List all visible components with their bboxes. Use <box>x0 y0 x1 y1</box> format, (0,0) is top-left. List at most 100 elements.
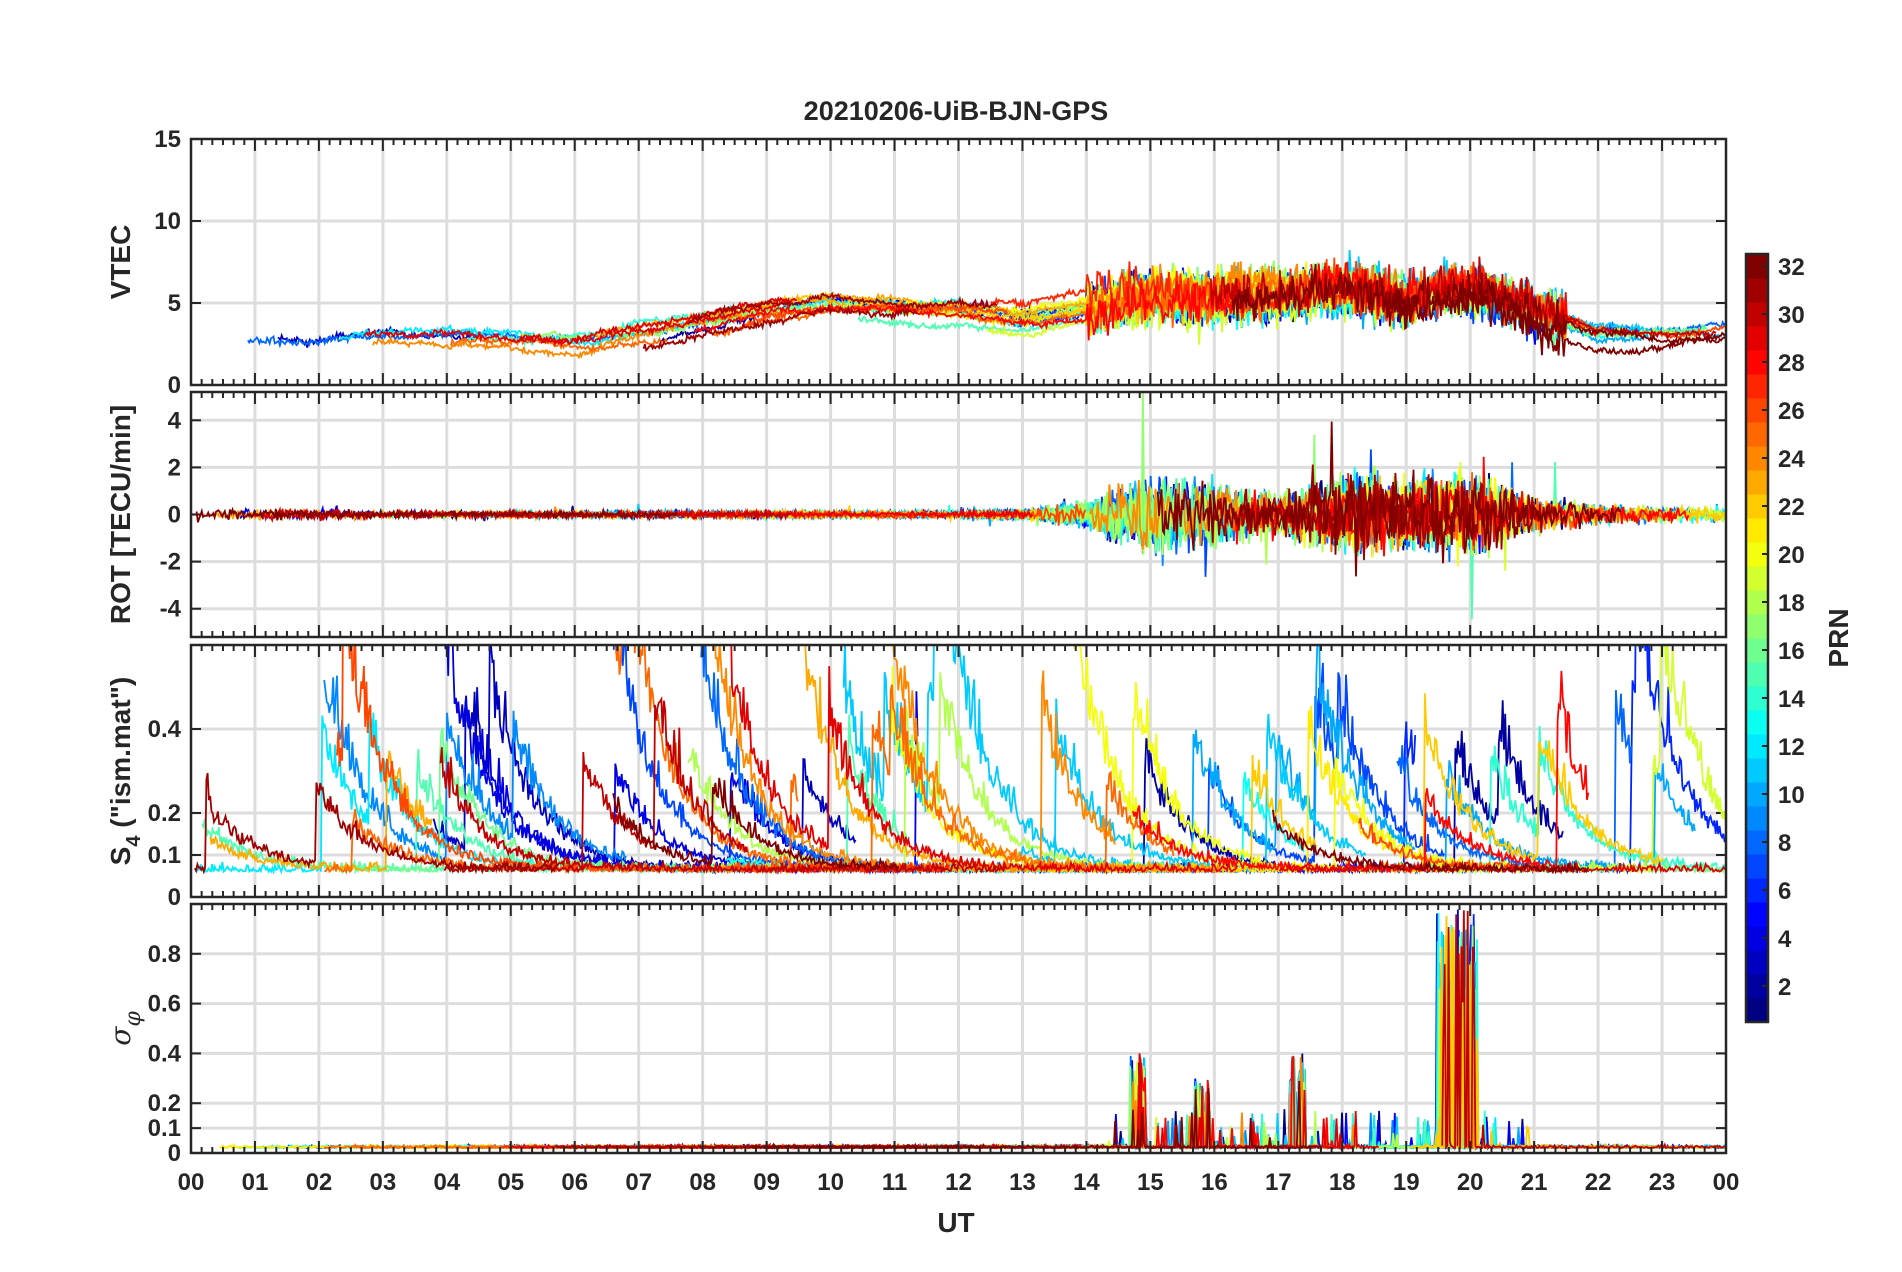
prn-31-line <box>193 772 559 875</box>
series-sigma_phi <box>219 909 1726 1152</box>
x-tick-label: 06 <box>561 1169 588 1196</box>
y-tick-label: 0.1 <box>148 1115 181 1142</box>
x-tick-label: 09 <box>753 1169 780 1196</box>
colorbar-bin <box>1746 878 1768 903</box>
colorbar-tick-label: 4 <box>1778 926 1792 953</box>
x-tick-label: 17 <box>1265 1169 1292 1196</box>
x-tick-label: 04 <box>433 1169 460 1196</box>
y-tick-label: 4 <box>168 407 182 434</box>
y-tick-label: 0 <box>168 372 181 399</box>
colorbar-tick-label: 30 <box>1778 302 1805 329</box>
colorbar-tick-label: 24 <box>1778 446 1805 473</box>
y-tick-label: 0.1 <box>148 842 181 869</box>
x-tick-label: 03 <box>370 1169 397 1196</box>
colorbar-bin <box>1746 422 1768 447</box>
colorbar-bin <box>1746 518 1768 543</box>
axes-frame <box>189 137 1728 387</box>
colorbar-bin <box>1746 278 1768 303</box>
colorbar-bin <box>1746 710 1768 735</box>
colorbar-bin <box>1746 494 1768 519</box>
colorbar-bin <box>1746 254 1768 279</box>
colorbar-bin <box>1746 734 1768 759</box>
y-tick-label: 0.2 <box>148 1090 181 1117</box>
prn-12-line <box>1240 931 1726 1151</box>
y-axis-label: VTEC <box>105 225 136 300</box>
x-tick-label: 13 <box>1009 1169 1036 1196</box>
colorbar-bin <box>1746 854 1768 879</box>
panel-rot: -4 -2 0 2 4 ROT [TECU/min] <box>105 390 1728 639</box>
prn-22-line <box>1375 693 1665 875</box>
prn-32-line <box>1272 809 1590 875</box>
y-tick-label: 0.4 <box>148 716 182 743</box>
prn-32-line <box>612 777 900 874</box>
prn-13-line <box>1460 931 1684 1151</box>
x-tick-labels: 00 01 02 03 04 05 06 07 08 09 10 11 12 13 14 15 16 17 18 19… <box>178 1169 1740 1196</box>
colorbar-bin <box>1746 542 1768 567</box>
x-tick-label: 10 <box>817 1169 844 1196</box>
colorbar-bin <box>1746 926 1768 951</box>
prn-23-line <box>1465 1027 1726 1151</box>
colorbar-tick-label: 2 <box>1778 974 1791 1001</box>
y-tick-label: 2 <box>168 454 181 481</box>
prn-32-line <box>1156 421 1622 577</box>
colorbar-bin <box>1746 590 1768 615</box>
x-tick-label: 15 <box>1137 1169 1164 1196</box>
colorbar-bin <box>1746 998 1768 1023</box>
x-tick-label: 19 <box>1393 1169 1420 1196</box>
colorbar-bin <box>1746 806 1768 831</box>
x-tick-label: 12 <box>945 1169 972 1196</box>
y-tick-label: 0 <box>168 502 181 529</box>
x-tick-label: 07 <box>625 1169 652 1196</box>
colorbar-tick-label: 12 <box>1778 734 1805 761</box>
colorbar-bin <box>1746 950 1768 975</box>
x-tick-label: 00 <box>178 1169 205 1196</box>
x-tick-label: 18 <box>1329 1169 1356 1196</box>
prn-17-line <box>885 1065 1151 1151</box>
prn-31-line <box>556 1143 775 1150</box>
y-tick-label: 10 <box>154 208 181 235</box>
colorbar-bin <box>1746 974 1768 999</box>
grid-sigma_phi <box>191 904 1726 1153</box>
prn-28-line <box>694 279 1249 341</box>
series-vtec <box>247 249 1726 360</box>
axes-frame <box>189 643 1728 899</box>
colorbar-tick-label: 6 <box>1778 878 1791 905</box>
colorbar-bin <box>1746 782 1768 807</box>
colorbar-bin <box>1746 662 1768 687</box>
colorbar-bin <box>1746 566 1768 591</box>
y-tick-label: 0.4 <box>148 1040 182 1067</box>
prn-26-line <box>336 645 945 876</box>
colorbar-tick-label: 20 <box>1778 542 1805 569</box>
colorbar-tick-label: 22 <box>1778 494 1805 521</box>
colorbar-tick-label: 26 <box>1778 398 1805 425</box>
x-tick-label: 11 <box>882 1169 907 1196</box>
colorbar-tick-label: 8 <box>1778 830 1791 857</box>
colorbar-bin <box>1746 614 1768 639</box>
prn-9-line <box>323 675 627 863</box>
colorbar-bin <box>1746 374 1768 399</box>
prn-31-line <box>642 304 918 353</box>
colorbar-bin <box>1746 350 1768 375</box>
colorbar-tick-label: 32 <box>1778 254 1805 281</box>
panel-sigma_phi: 00.10.2 0.4 0.6 0.8 σφ <box>104 902 1728 1167</box>
series-rot <box>195 392 1726 620</box>
colorbar-bin <box>1746 638 1768 663</box>
colorbar-tick-label: 18 <box>1778 590 1805 617</box>
prn-5-line <box>1031 913 1609 1151</box>
prn-30-line <box>439 747 1007 875</box>
colorbar-label: PRN <box>1823 608 1854 667</box>
colorbar-bin <box>1746 686 1768 711</box>
axes-frame <box>189 902 1728 1155</box>
colorbar-bin <box>1746 470 1768 495</box>
x-tick-label: 00 <box>1713 1169 1740 1196</box>
prn-11-line <box>842 645 1367 874</box>
grid-vtec <box>191 139 1726 385</box>
y-tick-label: 0.6 <box>148 991 181 1018</box>
colorbar-bin <box>1746 758 1768 783</box>
colorbar-tick-label: 28 <box>1778 350 1805 377</box>
colorbar-tick-label: 10 <box>1778 782 1805 809</box>
x-tick-label: 23 <box>1649 1169 1676 1196</box>
